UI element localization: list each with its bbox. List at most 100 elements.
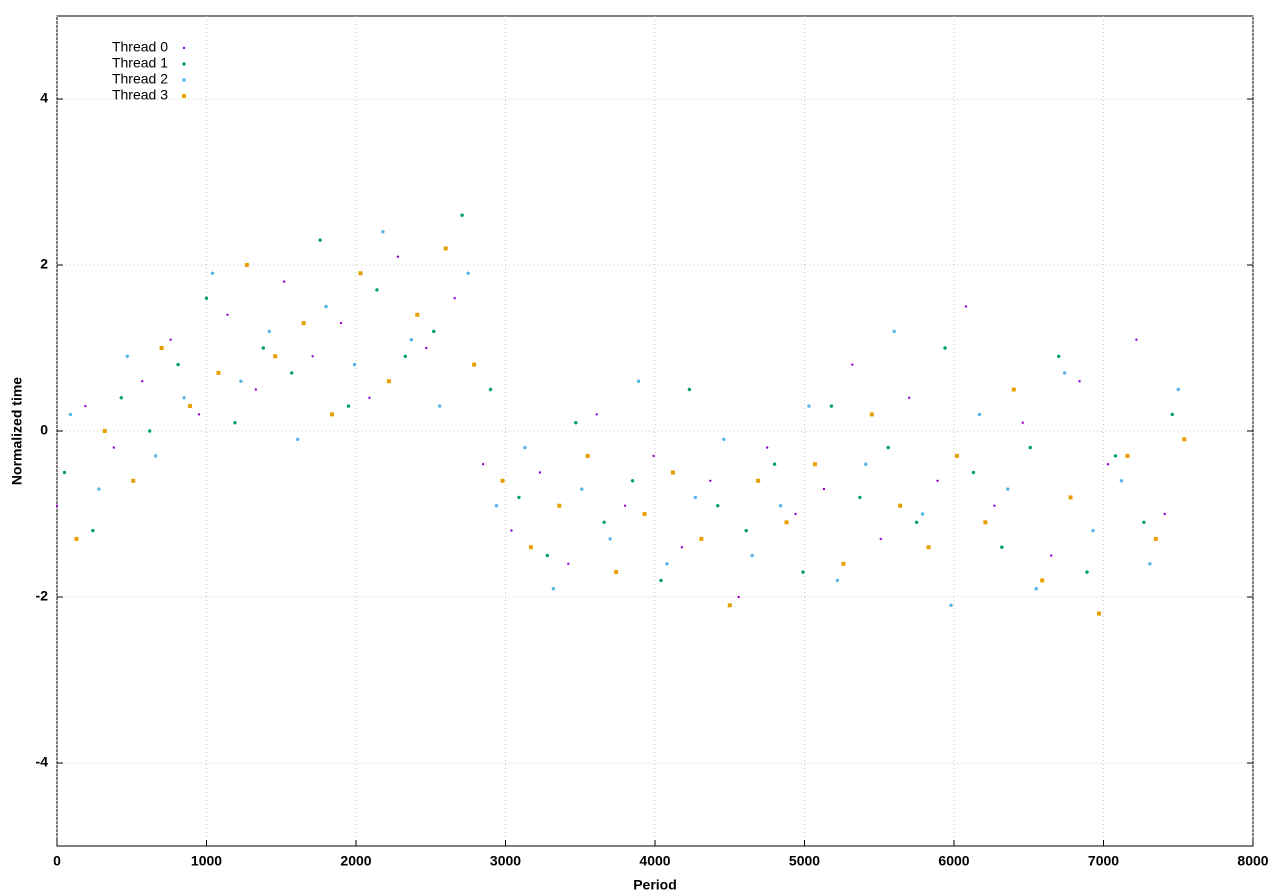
point: [488, 387, 493, 392]
legend-marker: [182, 62, 186, 66]
point: [62, 470, 67, 475]
point: [964, 305, 968, 308]
point: [233, 421, 237, 425]
y-tick-label: 0: [40, 422, 48, 438]
point: [794, 512, 797, 516]
x-tick-label: 5000: [789, 853, 820, 869]
point: [630, 479, 635, 483]
point: [204, 296, 209, 300]
point: [438, 404, 442, 408]
point: [772, 462, 777, 466]
point: [239, 379, 243, 383]
point: [926, 545, 931, 550]
point: [131, 478, 136, 483]
point: [765, 446, 769, 449]
point: [1170, 412, 1174, 417]
point: [1182, 437, 1187, 442]
point: [381, 230, 385, 234]
point: [159, 346, 164, 350]
point: [652, 454, 655, 458]
point: [1148, 562, 1152, 566]
point: [1091, 528, 1095, 533]
point: [368, 396, 371, 399]
point: [680, 546, 684, 549]
point: [971, 470, 976, 475]
point: [1125, 453, 1130, 458]
point: [466, 271, 470, 275]
point: [1056, 354, 1061, 358]
point: [1040, 578, 1045, 583]
x-tick-label: 6000: [938, 853, 969, 869]
point: [801, 570, 805, 574]
x-tick-label: 0: [53, 853, 61, 869]
point: [1135, 338, 1138, 341]
point: [1142, 520, 1146, 524]
point: [386, 379, 391, 384]
point: [665, 562, 669, 566]
point: [358, 271, 363, 276]
point: [1000, 545, 1004, 549]
point: [812, 462, 817, 467]
point: [481, 463, 485, 466]
point: [716, 504, 720, 508]
point: [567, 562, 570, 565]
y-tick-label: -4: [36, 754, 49, 770]
point: [1119, 479, 1124, 483]
point: [494, 504, 499, 508]
point: [1006, 487, 1010, 491]
y-tick-label: 4: [40, 90, 48, 106]
point: [869, 412, 874, 417]
point: [226, 313, 229, 316]
point: [295, 437, 300, 441]
y-tick-label: -2: [36, 588, 49, 604]
point: [339, 321, 343, 325]
point: [425, 346, 428, 350]
point: [614, 570, 619, 575]
point: [892, 329, 896, 334]
point: [517, 495, 521, 500]
point: [879, 537, 882, 541]
point: [602, 520, 606, 524]
point: [538, 471, 542, 474]
point: [301, 321, 306, 326]
legend-marker: [182, 78, 186, 82]
legend-label: Thread 1: [112, 55, 168, 71]
point: [510, 529, 513, 532]
point: [346, 404, 351, 408]
point: [1085, 570, 1089, 574]
legend-marker: [182, 94, 186, 98]
x-tick-label: 7000: [1088, 853, 1119, 869]
point: [693, 495, 698, 500]
point: [460, 213, 464, 217]
point: [1049, 554, 1053, 557]
point: [68, 412, 73, 417]
point: [949, 603, 953, 607]
point: [608, 537, 612, 541]
x-tick-label: 1000: [191, 853, 222, 869]
point: [886, 445, 890, 450]
point: [153, 454, 158, 458]
point: [147, 429, 152, 433]
point: [954, 453, 959, 458]
point: [898, 503, 903, 508]
point: [125, 354, 129, 358]
x-axis-label: Period: [633, 877, 677, 893]
point: [141, 380, 144, 383]
x-tick-label: 4000: [639, 853, 670, 869]
point: [983, 520, 988, 525]
point: [352, 362, 357, 367]
point: [778, 504, 783, 508]
point: [551, 587, 556, 591]
point: [91, 528, 95, 533]
point: [318, 238, 322, 242]
point: [858, 495, 862, 500]
point: [210, 271, 215, 275]
point: [1176, 387, 1180, 392]
point: [829, 404, 834, 408]
point: [943, 346, 947, 350]
point: [1113, 454, 1118, 458]
point: [977, 412, 982, 417]
point: [197, 413, 201, 416]
